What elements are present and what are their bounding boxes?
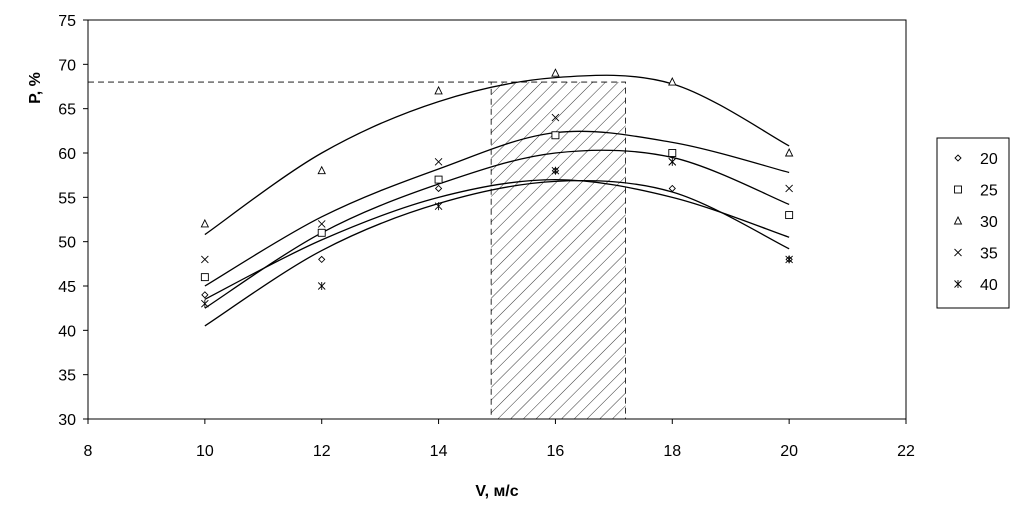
data-point-35 bbox=[201, 255, 209, 264]
data-point-20 bbox=[318, 255, 326, 264]
x-tick-label: 8 bbox=[84, 443, 93, 460]
x-tick-label: 16 bbox=[547, 443, 565, 460]
data-point-25 bbox=[317, 228, 326, 237]
data-point-25 bbox=[785, 211, 794, 220]
legend-marker-40 bbox=[954, 280, 962, 288]
data-point-30 bbox=[434, 85, 443, 95]
legend: 20 25 30 35 40 bbox=[936, 137, 1010, 309]
data-point-25 bbox=[668, 149, 677, 157]
x-tick-label: 18 bbox=[663, 443, 681, 460]
x-tick-label: 20 bbox=[780, 443, 798, 460]
x-tick-label: 12 bbox=[313, 443, 331, 460]
data-point-35 bbox=[317, 220, 326, 228]
y-tick-label: 60 bbox=[58, 146, 76, 163]
fit-curve-20 bbox=[204, 180, 790, 327]
data-point-30 bbox=[784, 147, 794, 157]
data-point-35 bbox=[434, 158, 443, 166]
fit-curve-25 bbox=[204, 130, 790, 287]
legend-marker-20 bbox=[954, 154, 962, 162]
data-point-40 bbox=[551, 166, 560, 175]
data-point-25 bbox=[551, 131, 560, 140]
legend-label-35: 35 bbox=[980, 246, 998, 263]
legend-label-25: 25 bbox=[980, 183, 998, 200]
y-tick-label: 65 bbox=[58, 102, 76, 119]
data-point-20 bbox=[668, 184, 676, 193]
y-tick-label: 70 bbox=[58, 57, 76, 74]
y-tick-label: 30 bbox=[58, 412, 76, 429]
data-point-25 bbox=[434, 175, 443, 184]
legend-label-30: 30 bbox=[980, 214, 998, 231]
data-point-40 bbox=[668, 157, 677, 166]
data-point-40 bbox=[785, 255, 793, 264]
legend-marker-35 bbox=[954, 248, 962, 257]
legend-label-40: 40 bbox=[980, 277, 998, 294]
y-axis-title: P, % bbox=[27, 72, 44, 104]
legend-box bbox=[936, 137, 1010, 309]
x-axis-title: V, м/с bbox=[475, 483, 518, 500]
data-point-30 bbox=[551, 68, 560, 77]
x-tick-label: 14 bbox=[430, 443, 448, 460]
data-points bbox=[200, 68, 794, 308]
fit-curve-35 bbox=[204, 149, 790, 309]
data-point-30 bbox=[200, 218, 210, 228]
data-point-40 bbox=[201, 299, 209, 308]
y-tick-label: 40 bbox=[58, 323, 76, 340]
data-point-20 bbox=[201, 291, 209, 299]
fit-curves bbox=[204, 74, 790, 327]
data-point-30 bbox=[668, 77, 677, 86]
legend-label-20: 20 bbox=[980, 151, 998, 168]
y-tick-label: 55 bbox=[58, 190, 76, 207]
data-point-40 bbox=[317, 282, 326, 290]
data-point-20 bbox=[434, 184, 443, 193]
y-tick-label: 45 bbox=[58, 279, 76, 296]
data-point-30 bbox=[317, 165, 326, 175]
x-ticks: 8 10 12 14 16 18 20 22 bbox=[84, 419, 915, 460]
data-point-25 bbox=[200, 273, 209, 282]
legend-marker-25 bbox=[954, 185, 962, 194]
x-tick-label: 22 bbox=[897, 443, 915, 460]
fit-curve-30 bbox=[204, 74, 790, 236]
fit-curve-40 bbox=[204, 178, 790, 300]
data-point-40 bbox=[434, 202, 443, 211]
y-tick-label: 50 bbox=[58, 235, 76, 252]
y-ticks: 30 35 40 45 50 55 60 65 70 75 bbox=[58, 13, 88, 429]
data-point-35 bbox=[785, 184, 793, 193]
y-tick-label: 35 bbox=[58, 368, 76, 385]
y-tick-label: 75 bbox=[58, 13, 76, 30]
x-tick-label: 10 bbox=[196, 443, 214, 460]
data-point-35 bbox=[551, 113, 560, 122]
legend-marker-30 bbox=[953, 215, 963, 225]
